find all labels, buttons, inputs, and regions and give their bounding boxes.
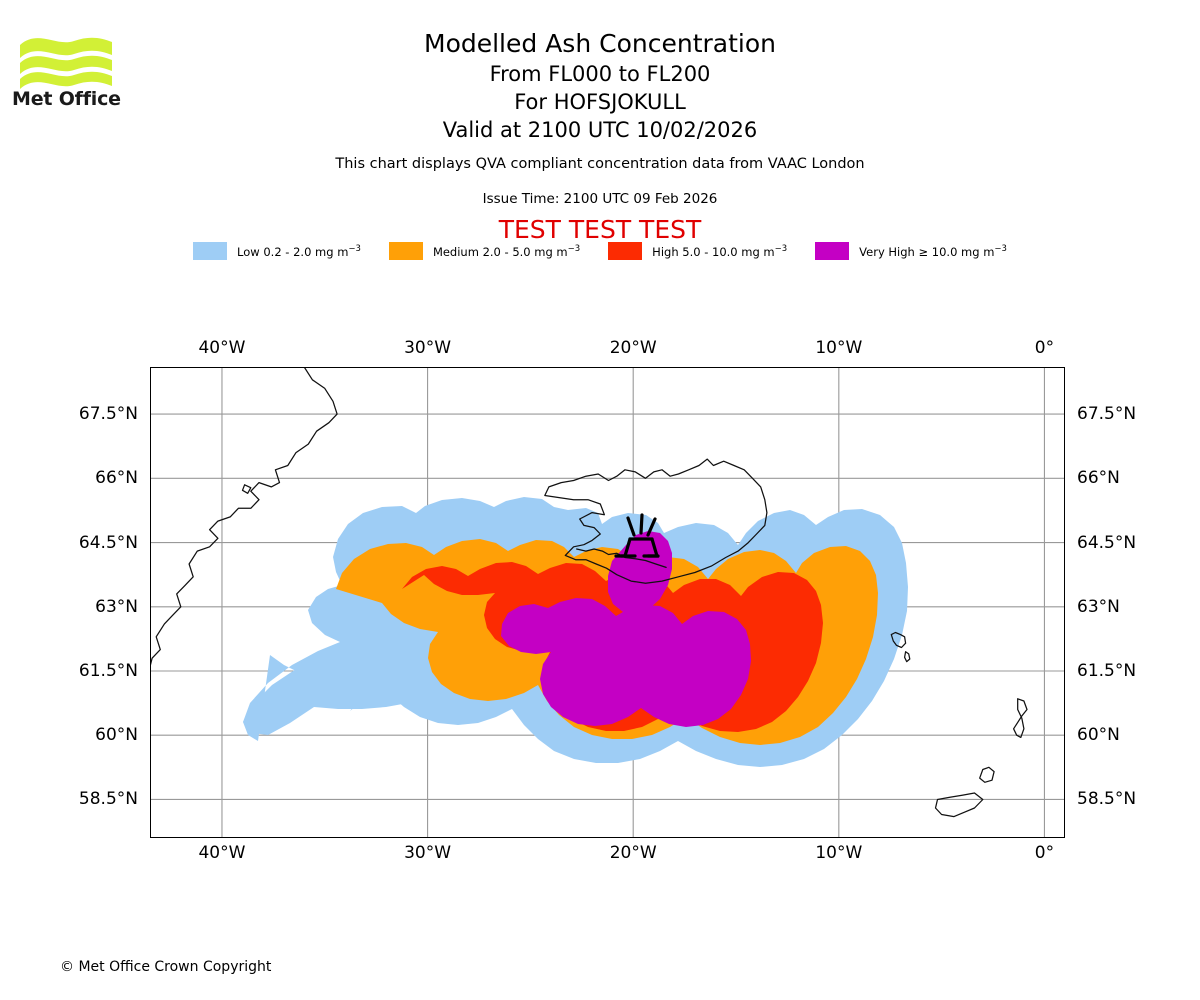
coastline [979,766,995,783]
x-tick-label: 40°W [198,338,246,358]
y-tick-label-right: 67.5°N [1077,404,1137,425]
legend-item-medium: Medium 2.0 - 5.0 mg m−3 [388,242,581,260]
y-tick-label-left: 63°N [95,596,138,617]
legend-item-low: Low 0.2 - 2.0 mg m−3 [193,242,361,260]
legend-swatch-high [608,242,643,260]
legend-label-medium: Medium 2.0 - 5.0 mg m−3 [432,243,581,259]
x-tick-label: 20°W [609,843,657,863]
y-tick-label-left: 60°N [95,725,138,746]
y-tick-label-left: 61.5°N [78,661,138,681]
x-tick-label: 10°W [815,843,863,863]
map-canvas [150,367,1065,838]
test-banner: TEST TEST TEST [498,215,702,244]
coastline [1012,698,1028,739]
volcano-subtitle: For HOFSJOKULL [514,90,686,114]
ash-contour-very-high [501,598,751,727]
map-frame [150,367,1065,838]
legend-swatch-low [193,242,228,260]
x-tick-label: 20°W [609,338,657,358]
y-tick-label-left: 58.5°N [78,789,138,810]
x-tick-label: 0° [1034,843,1055,863]
coastline [576,548,667,569]
y-tick-label-left: 64.5°N [78,532,138,553]
y-tick-label-right: 64.5°N [1077,532,1137,553]
page-title: Modelled Ash Concentration [424,29,776,58]
flight-level-subtitle: From FL000 to FL200 [489,62,711,86]
title-block: Modelled Ash Concentration From FL000 to… [0,28,1200,144]
map-coastlines [150,367,1028,818]
x-tick-label: 30°W [404,338,452,358]
valid-time-subtitle: Valid at 2100 UTC 10/02/2026 [442,118,758,142]
copyright-notice: © Met Office Crown Copyright [60,959,272,975]
y-tick-label-right: 61.5°N [1077,661,1137,681]
issue-time: Issue Time: 2100 UTC 09 Feb 2026 [482,191,718,207]
legend-swatch-very-high [815,242,850,260]
y-tick-label-right: 58.5°N [1077,789,1137,810]
y-tick-label-right: 60°N [1077,725,1120,746]
x-tick-label: 0° [1034,338,1055,358]
ash-contour-low-lobe [243,645,446,735]
logo-wordmark: Met Office [12,88,121,110]
ash-concentration-map[interactable] [150,367,1065,838]
x-tick-label: 40°W [198,843,246,863]
coastline [150,367,338,668]
volcano-source-marker [614,513,660,558]
coastline [934,792,984,818]
legend-item-very-high: Very High ≥ 10.0 mg m−3 [815,242,1007,260]
coastline [544,458,768,584]
y-tick-label-right: 66°N [1077,468,1120,489]
met-office-logo [20,37,112,89]
y-tick-label-left: 66°N [95,468,138,489]
y-tick-label-left: 67.5°N [78,404,138,425]
legend-swatch-medium [388,242,423,260]
legend-label-high: High 5.0 - 10.0 mg m−3 [652,243,788,259]
x-tick-label: 10°W [815,338,863,358]
y-tick-label-right: 63°N [1077,596,1120,617]
coastline [903,651,911,663]
qva-note: This chart displays QVA compliant concen… [335,156,865,172]
coastline [241,484,252,494]
legend-item-high: High 5.0 - 10.0 mg m−3 [608,242,787,260]
legend-label-low: Low 0.2 - 2.0 mg m−3 [237,243,361,259]
coastline [890,631,907,649]
x-tick-label: 30°W [404,843,452,863]
legend-label-very-high: Very High ≥ 10.0 mg m−3 [859,243,1007,259]
concentration-legend: Low 0.2 - 2.0 mg m−3 Medium 2.0 - 5.0 mg… [0,242,1200,260]
